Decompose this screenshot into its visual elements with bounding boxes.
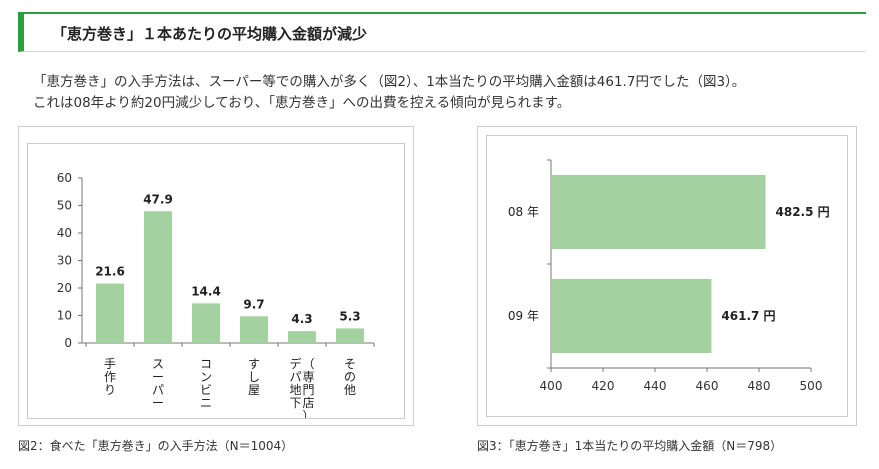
bar-value-label: 5.3 [339, 309, 360, 323]
figure-3-caption: 図3：「恵方巻き」1本当たりの平均購入金額（N＝798） [477, 439, 783, 453]
x-tick-label: 500 [800, 379, 823, 393]
bar [336, 328, 364, 343]
category-label: 他 [344, 383, 356, 397]
category-label: 地 [289, 383, 301, 397]
x-tick-label: 460 [696, 379, 719, 393]
bar [288, 331, 316, 343]
category-label: 門 [302, 383, 314, 397]
category-label: ン [200, 370, 212, 384]
category-label: （ [302, 357, 314, 371]
category-label: パ [152, 383, 164, 397]
figure-2-panel: 0 10 20 30 40 50 60 21.6 手作り 47.9 スーパー 14.4 コンビニ 9.7 す… [18, 126, 414, 426]
category-label: ニ [200, 396, 212, 410]
category-label: 作 [104, 370, 116, 384]
bar-value-label: 47.9 [143, 192, 173, 206]
intro-line-2: これは08年より約20円減少しており、「恵方巻き」への出費を控える傾向が見られま… [33, 95, 571, 111]
y-tick-label: 0 [64, 336, 72, 350]
category-label: ー [152, 370, 164, 384]
figure-3-panel: 400 420 440 460 480 500 08 年 482.5 円 09 年 461.7 円 [477, 126, 857, 426]
category-label: 下 [289, 396, 301, 410]
section-header: 「恵方巻き」１本あたりの平均購入金額が減少 [18, 12, 866, 52]
acquisition-method-chart: 010203040506021.6手作り47.9スーパー14.4コンビニ9.7す… [57, 171, 375, 423]
bar [552, 279, 712, 353]
average-price-chart: 400 420 440 460 480 500 08 年 482.5 円 09 年 461.7 円 [508, 159, 830, 393]
category-label: パ [289, 370, 301, 384]
y-tick-label: 60 [57, 171, 72, 185]
bar-value-label: 4.3 [291, 312, 312, 326]
bar [552, 175, 766, 249]
x-tick-label: 420 [592, 379, 615, 393]
section-title: 「恵方巻き」１本あたりの平均購入金額が減少 [52, 25, 368, 43]
category-label: す [248, 357, 260, 371]
bar-value-label: 482.5 円 [776, 205, 830, 219]
bar-value-label: 14.4 [191, 284, 221, 298]
bar [144, 211, 172, 343]
x-tick-label: 480 [748, 379, 771, 393]
category-label: 09 年 [508, 309, 539, 323]
category-label: り [104, 383, 116, 397]
category-label: 手 [104, 357, 116, 371]
category-label: ） [302, 409, 314, 418]
category-label: ー [152, 396, 164, 410]
y-tick-label: 40 [57, 226, 72, 240]
intro-line-1: 「恵方巻き」の入手方法は、スーパー等での購入が多く（図2）、1本当たりの平均購入… [33, 74, 746, 90]
y-tick-label: 30 [57, 254, 72, 268]
figure-2-caption: 図2：食べた「恵方巻き」の入手方法（N＝1004） [18, 439, 294, 453]
category-label: 専 [302, 370, 314, 384]
category-label: の [344, 370, 356, 384]
y-tick-label: 10 [57, 309, 72, 323]
y-tick-label: 20 [57, 281, 72, 295]
bar-value-label: 9.7 [243, 297, 264, 311]
category-label: ビ [200, 383, 212, 397]
category-label: ス [152, 357, 164, 371]
intro-paragraph: 「恵方巻き」の入手方法は、スーパー等での購入が多く（図2）、1本当たりの平均購入… [33, 72, 863, 114]
figure-3-frame: 400 420 440 460 480 500 08 年 482.5 円 09 年 461.7 円 [486, 135, 848, 417]
category-label: 屋 [248, 383, 260, 397]
x-tick-label: 440 [644, 379, 667, 393]
bar-value-label: 21.6 [95, 265, 125, 279]
bar [192, 303, 220, 343]
y-tick-label: 50 [57, 199, 72, 213]
category-label: 08 年 [508, 205, 539, 219]
category-label: し [248, 370, 260, 384]
bar [96, 283, 124, 343]
category-label: そ [344, 357, 356, 371]
bar [240, 316, 268, 343]
category-label: コ [200, 357, 212, 371]
figure-2-frame: 0 10 20 30 40 50 60 21.6 手作り 47.9 スーパー 14.4 コンビニ 9.7 す… [27, 143, 405, 423]
bar-value-label: 461.7 円 [721, 309, 775, 323]
x-tick-label: 400 [540, 379, 563, 393]
category-label: 店 [302, 396, 314, 410]
category-label: デ [289, 356, 301, 371]
